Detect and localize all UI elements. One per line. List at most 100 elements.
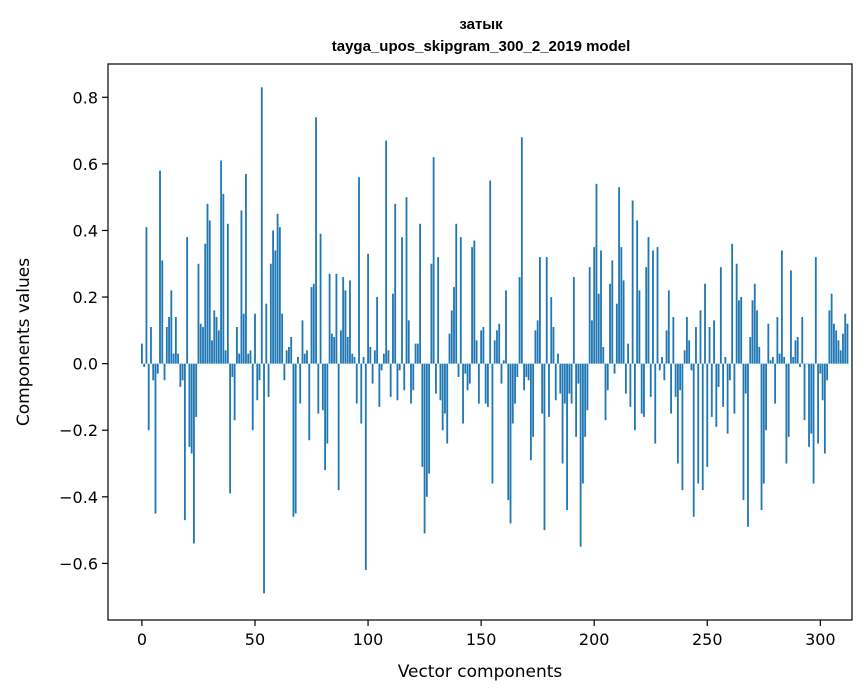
bar: [222, 193, 225, 364]
bar: [801, 317, 804, 364]
bar: [844, 313, 847, 364]
bar: [575, 363, 578, 437]
bar: [532, 363, 535, 437]
bar: [581, 363, 584, 484]
bar: [817, 363, 819, 444]
bar: [389, 363, 392, 397]
bar: [373, 350, 376, 364]
bar: [643, 363, 645, 417]
bar: [387, 350, 390, 364]
bar: [726, 363, 729, 434]
bar: [541, 363, 544, 414]
bar: [595, 183, 598, 364]
bar: [649, 363, 652, 397]
bar: [814, 257, 817, 364]
bar: [181, 363, 184, 381]
bar: [195, 363, 198, 417]
bar: [597, 293, 600, 364]
bar: [640, 363, 643, 414]
bar: [647, 237, 650, 364]
bar: [566, 363, 568, 511]
bar: [410, 363, 412, 404]
bar: [441, 363, 444, 431]
bar: [340, 330, 342, 364]
bar: [439, 363, 442, 401]
bar: [586, 363, 589, 411]
bar: [369, 346, 372, 364]
bar: [808, 363, 810, 447]
bar: [256, 363, 259, 401]
bar: [294, 363, 297, 514]
bar: [728, 363, 731, 381]
bar: [810, 363, 813, 434]
bar: [803, 363, 806, 421]
bar: [315, 117, 317, 364]
bar: [780, 250, 783, 364]
bar: [163, 363, 166, 381]
bar: [762, 363, 765, 484]
bar: [613, 363, 616, 374]
bar: [579, 363, 582, 547]
bar: [674, 363, 677, 397]
bar: [839, 350, 842, 364]
bar: [672, 317, 675, 364]
bar: [559, 363, 562, 394]
bar: [584, 363, 587, 437]
bar: [498, 323, 501, 364]
bar: [735, 263, 738, 364]
bar: [790, 270, 792, 364]
bar: [170, 290, 173, 364]
bar: [208, 220, 211, 364]
bar: [591, 320, 593, 364]
bar: [740, 297, 743, 364]
bar: [615, 303, 618, 364]
bar: [251, 363, 254, 431]
bar: [233, 363, 236, 421]
bar: [143, 363, 146, 367]
y-tick-label: −0.4: [59, 488, 98, 507]
bar: [609, 283, 611, 364]
bar: [453, 287, 455, 364]
bar: [717, 363, 720, 387]
bar: [771, 356, 774, 364]
bar: [398, 363, 401, 371]
bar: [683, 350, 686, 364]
bar: [145, 227, 148, 364]
bar: [480, 330, 483, 364]
bar: [183, 363, 186, 521]
bar: [842, 333, 844, 364]
bar: [382, 353, 385, 364]
bar: [226, 223, 229, 364]
x-tick-label: 250: [692, 630, 723, 649]
bar: [794, 340, 797, 364]
bar: [312, 283, 315, 364]
bar: [455, 223, 458, 364]
bar: [722, 363, 725, 407]
bar: [688, 340, 691, 364]
bar: [319, 233, 322, 364]
bar: [776, 317, 779, 364]
bar: [283, 363, 286, 381]
bar: [604, 363, 607, 421]
bar: [665, 330, 668, 364]
bar: [529, 363, 532, 461]
bar: [258, 363, 261, 381]
bar: [403, 363, 406, 391]
bar: [557, 353, 559, 364]
bar: [699, 310, 702, 364]
bar: [371, 363, 374, 384]
bar: [324, 363, 326, 471]
bar: [269, 263, 272, 364]
bar: [471, 247, 473, 364]
bar: [168, 317, 170, 364]
bar: [202, 327, 204, 364]
bar: [380, 363, 383, 371]
x-tick-label: 100: [353, 630, 384, 649]
bar: [211, 340, 213, 364]
x-tick-label: 50: [245, 630, 265, 649]
bar: [224, 350, 227, 364]
bar: [321, 363, 324, 411]
plot-frame: [107, 63, 853, 621]
bar: [401, 237, 403, 364]
bar: [197, 263, 200, 364]
